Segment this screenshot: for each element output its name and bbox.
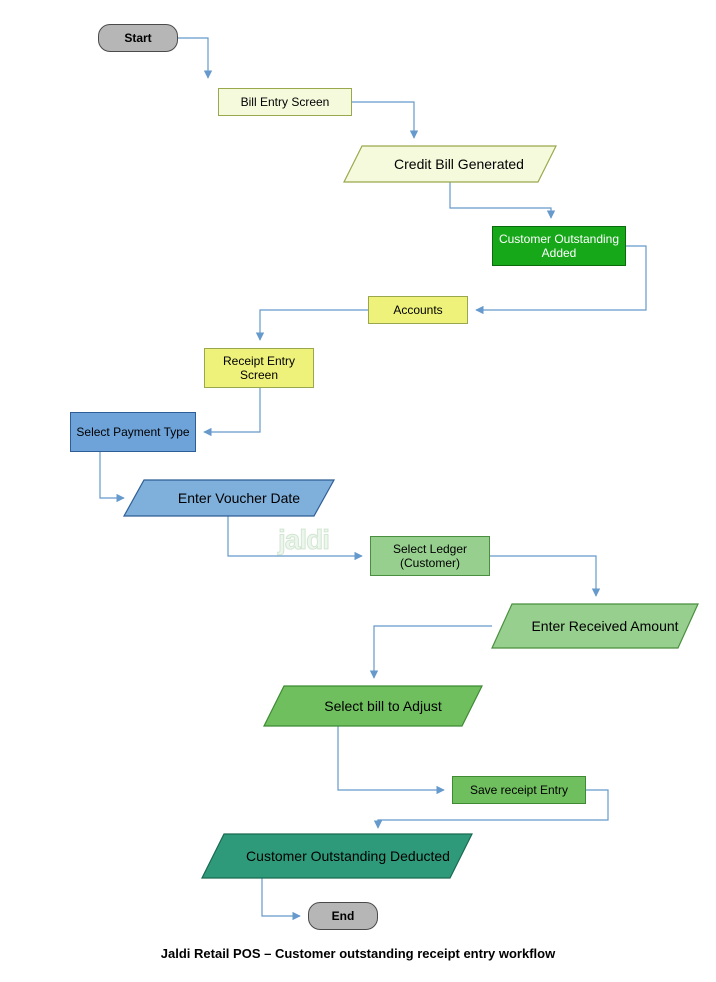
node-receipt: Receipt Entry Screen <box>204 348 314 388</box>
node-received <box>492 604 698 648</box>
node-billentry: Bill Entry Screen <box>218 88 352 116</box>
svg-layer <box>0 0 716 982</box>
node-adjust <box>264 686 482 726</box>
edge <box>490 556 596 596</box>
edge <box>228 516 362 556</box>
node-start: Start <box>98 24 178 52</box>
node-end: End <box>308 902 378 930</box>
flowchart-canvas: jaldi Jaldi Retail POS – Customer outsta… <box>0 0 716 982</box>
node-paytype: Select Payment Type <box>70 412 196 452</box>
edge <box>100 452 124 498</box>
node-creditbill <box>344 146 556 182</box>
edge <box>450 182 551 218</box>
edge <box>352 102 414 138</box>
node-accounts: Accounts <box>368 296 468 324</box>
node-ledger: Select Ledger (Customer) <box>370 536 490 576</box>
edge <box>204 388 260 432</box>
node-voucher <box>124 480 334 516</box>
diagram-caption: Jaldi Retail POS – Customer outstanding … <box>0 946 716 961</box>
edge <box>262 878 300 916</box>
node-deducted <box>202 834 472 878</box>
node-save: Save receipt Entry <box>452 776 586 804</box>
edge <box>260 310 368 340</box>
node-custadded: Customer Outstanding Added <box>492 226 626 266</box>
edge <box>374 626 492 678</box>
edge <box>338 726 444 790</box>
edge <box>178 38 208 78</box>
